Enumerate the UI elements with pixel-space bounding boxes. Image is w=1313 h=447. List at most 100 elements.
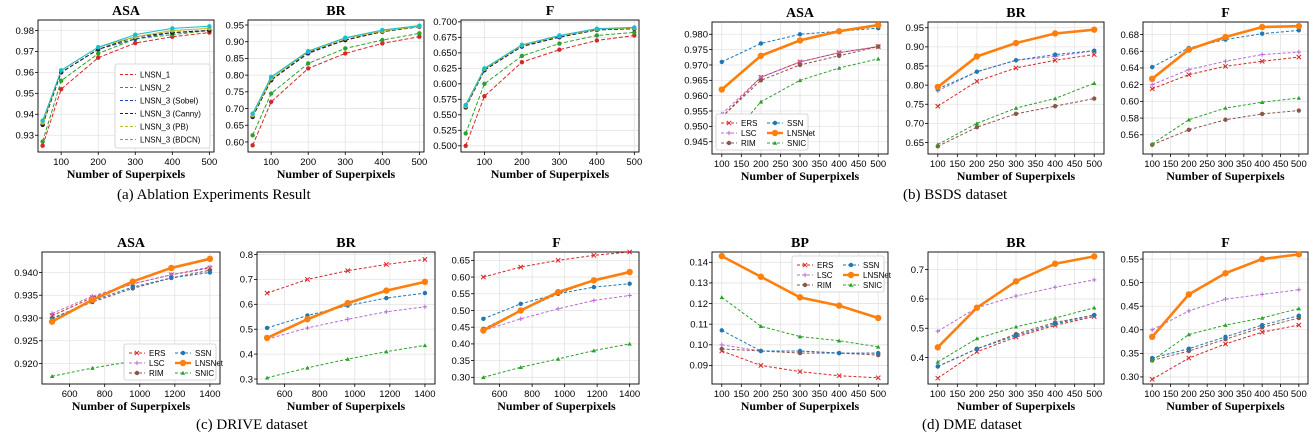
- chart-title: BR: [336, 236, 356, 251]
- legend-box: [123, 343, 217, 381]
- data-point: [836, 338, 842, 343]
- data-point: [1185, 291, 1193, 298]
- data-point: [758, 324, 764, 329]
- data-point: [518, 316, 523, 322]
- data-point: [40, 143, 45, 148]
- data-point: [384, 295, 389, 301]
- series-line: [937, 50, 1095, 90]
- chart-title: ASA: [786, 6, 815, 21]
- data-point: [1222, 63, 1229, 69]
- series-line: [252, 25, 420, 116]
- series-line: [465, 34, 635, 146]
- series-lnsnet: [1148, 22, 1303, 83]
- data-point: [250, 133, 255, 138]
- data-point: [345, 356, 350, 361]
- data-point: [719, 59, 724, 65]
- series-line: [266, 292, 425, 329]
- legend-label: LSC: [149, 359, 165, 368]
- data-point: [627, 249, 633, 255]
- x-tick-label: 100: [714, 159, 730, 170]
- chart-title: BR: [1006, 6, 1026, 21]
- data-point: [1223, 105, 1228, 110]
- data-point: [726, 140, 732, 146]
- y-tick-label: 0.980: [684, 30, 708, 41]
- series-ssn: [481, 281, 632, 322]
- data-point: [1149, 64, 1155, 70]
- x-tick-label: 300: [1008, 389, 1024, 400]
- data-point: [207, 270, 213, 275]
- data-point: [134, 350, 140, 356]
- series-line: [483, 294, 630, 332]
- data-point: [591, 284, 597, 290]
- chart-b-f: 0.56 0.58 0.60 0.62 0.64 0.66 0.68 100 150 200 250…: [1121, 6, 1309, 183]
- data-point: [591, 298, 597, 303]
- data-point: [1186, 308, 1192, 314]
- legend-item: SNIC: [843, 281, 882, 290]
- data-point: [758, 348, 764, 354]
- legend-label: LNSN_2: [140, 84, 171, 93]
- x-axis-label: Number of Superpixels: [497, 399, 616, 413]
- data-point: [383, 261, 389, 268]
- y-tick-label: 0.60: [1121, 97, 1140, 108]
- series-snic: [719, 295, 881, 349]
- y-tick-label: 0.5: [911, 324, 924, 335]
- legend-item: RIM: [129, 369, 164, 378]
- x-tick-label: 1000: [129, 389, 150, 400]
- series-line: [51, 266, 211, 314]
- data-point: [89, 296, 96, 303]
- series-line: [42, 29, 210, 125]
- x-axis-label: Number of Superpixels: [67, 167, 186, 181]
- data-point: [343, 46, 348, 51]
- y-tick-label: 0.935: [14, 291, 38, 302]
- series-ers: [264, 256, 428, 296]
- x-tick-label: 800: [312, 389, 328, 400]
- series-line: [51, 257, 211, 323]
- data-point: [719, 342, 724, 348]
- y-tick-label: 0.975: [684, 45, 708, 56]
- data-point: [632, 25, 637, 30]
- series-ssn: [49, 270, 213, 322]
- data-point: [1149, 82, 1155, 87]
- series-lnsnet: [718, 21, 882, 93]
- data-point: [1012, 278, 1020, 285]
- y-tick-label: 0.4: [240, 349, 253, 360]
- x-tick-label: 1200: [379, 389, 400, 400]
- data-point: [1222, 33, 1229, 41]
- data-point: [935, 329, 940, 334]
- series-line: [252, 25, 420, 114]
- data-point: [1259, 111, 1265, 117]
- data-point: [1185, 46, 1193, 53]
- series-lnsn-3-bdcn-: [250, 23, 422, 116]
- data-point: [757, 52, 765, 59]
- x-tick-label: 200: [969, 159, 985, 170]
- chart-title: F: [552, 236, 561, 251]
- x-tick-label: 100: [1144, 159, 1160, 170]
- data-point: [306, 66, 311, 71]
- x-tick-label: 400: [164, 157, 180, 168]
- data-point: [206, 255, 214, 263]
- data-point: [1186, 332, 1192, 337]
- series-line: [42, 32, 210, 146]
- data-point: [758, 41, 764, 46]
- x-tick-label: 200: [969, 389, 985, 400]
- data-point: [594, 38, 600, 43]
- x-tick-label: 350: [1028, 159, 1044, 170]
- y-tick-label: 0.920: [14, 359, 38, 370]
- data-point: [935, 142, 940, 147]
- data-point: [1092, 305, 1097, 310]
- data-point: [1296, 322, 1302, 328]
- data-point: [1186, 346, 1192, 351]
- data-point: [417, 23, 422, 28]
- y-tick-label: 0.95: [906, 23, 925, 34]
- data-point: [797, 369, 803, 375]
- data-point: [1149, 86, 1155, 92]
- series-rim: [935, 96, 1097, 149]
- data-point: [1296, 95, 1302, 100]
- data-point: [836, 350, 842, 356]
- data-point: [305, 365, 310, 370]
- data-point: [555, 257, 561, 263]
- data-point: [463, 102, 468, 108]
